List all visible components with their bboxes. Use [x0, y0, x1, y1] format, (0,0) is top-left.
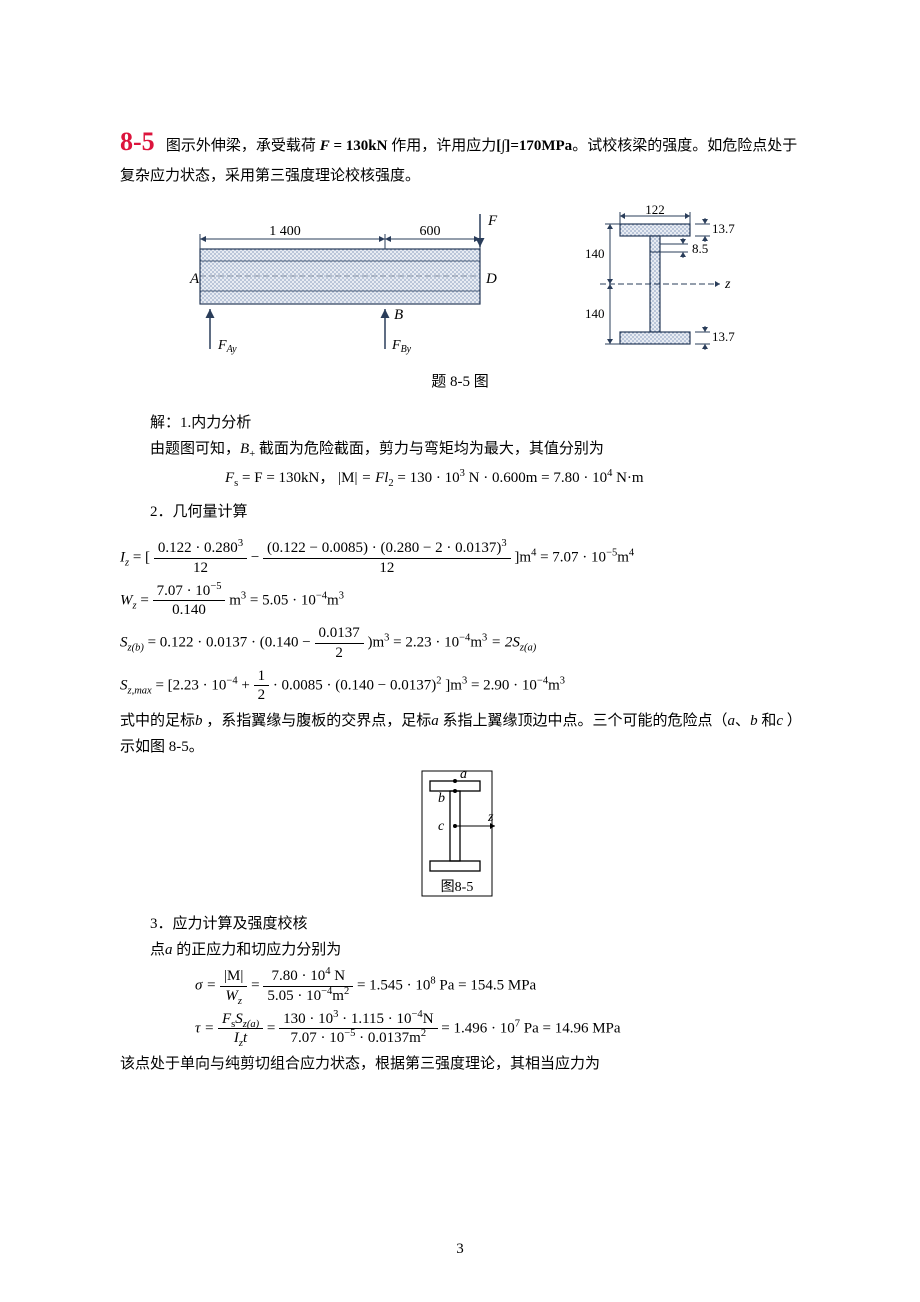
eq-shear-moment: Fs = F = 130kN， |M| = Fl2 = 130 · 103 N … [120, 466, 800, 492]
eq-Wz: Wz = 7.07 · 10−50.140 m3 = 5.05 · 10−4m3 [120, 582, 800, 621]
svg-text:13.7: 13.7 [712, 221, 735, 236]
problem-number: 8-5 [120, 127, 155, 156]
step3-title: 3．应力计算及强度校核 [120, 912, 800, 938]
svg-text:8.5: 8.5 [692, 241, 708, 256]
section-diagram: 122 13.7 8.5 140 140 z [560, 204, 750, 364]
beam-diagram: 1 400 600 A D F B FAy FBy [170, 209, 520, 359]
svg-text:z: z [724, 277, 731, 292]
svg-text:13.7: 13.7 [712, 329, 735, 344]
page-number: 3 [0, 1237, 920, 1263]
svg-text:a: a [460, 767, 467, 782]
svg-text:1 400: 1 400 [269, 224, 301, 239]
svg-text:F: F [487, 213, 498, 229]
step1-title: 解：1.内力分析 [120, 411, 800, 437]
eq-Iz: Iz = [ 0.122 · 0.280312 − (0.122 − 0.008… [120, 539, 800, 578]
eq-Szb: Sz(b) = 0.122 · 0.0137 · (0.140 − 0.0137… [120, 624, 800, 663]
svg-text:FAy: FAy [217, 338, 237, 355]
svg-text:140: 140 [585, 306, 605, 321]
step3-line1: 点a 的正应力和切应力分别为 [120, 938, 800, 964]
svg-text:图8-5: 图8-5 [441, 880, 474, 895]
conclusion-text: 该点处于单向与纯剪切组合应力状态，根据第三强度理论，其相当应力为 [120, 1052, 800, 1078]
svg-text:A: A [189, 271, 200, 287]
svg-text:FBy: FBy [391, 338, 412, 355]
figure-caption-1: 题 8-5 图 [120, 370, 800, 396]
note-subscripts: 式中的足标b ，系指翼缘与腹板的交界点，足标a 系指上翼缘顶边中点。三个可能的危… [120, 709, 800, 760]
eq-tau: τ = FsSz(a)Izt = 130 · 103 · 1.115 · 10−… [120, 1010, 800, 1049]
svg-text:b: b [438, 791, 445, 806]
svg-text:140: 140 [585, 246, 605, 261]
svg-text:B: B [394, 307, 403, 323]
step1-text: 由题图可知，B+ 截面为危险截面，剪力与弯矩均为最大，其值分别为 [120, 437, 800, 463]
svg-text:z: z [487, 810, 494, 825]
svg-text:122: 122 [645, 204, 665, 217]
problem-statement: 8-5 图示外伸梁，承受载荷 F = 130kN 作用，许用应力[∫]=170M… [120, 120, 800, 190]
step2-title: 2．几何量计算 [120, 500, 800, 526]
svg-text:c: c [438, 819, 445, 834]
svg-text:600: 600 [420, 224, 441, 239]
eq-Szmax: Sz,max = [2.23 · 10−4 + 12 · 0.0085 · (0… [120, 667, 800, 706]
small-section-figure: a b c z 图8-5 [120, 766, 800, 906]
eq-sigma: σ = |M|Wz = 7.80 · 104 N5.05 · 10−4m2 = … [120, 967, 800, 1006]
figure-row: 1 400 600 A D F B FAy FBy [120, 204, 800, 364]
svg-text:D: D [485, 271, 497, 287]
